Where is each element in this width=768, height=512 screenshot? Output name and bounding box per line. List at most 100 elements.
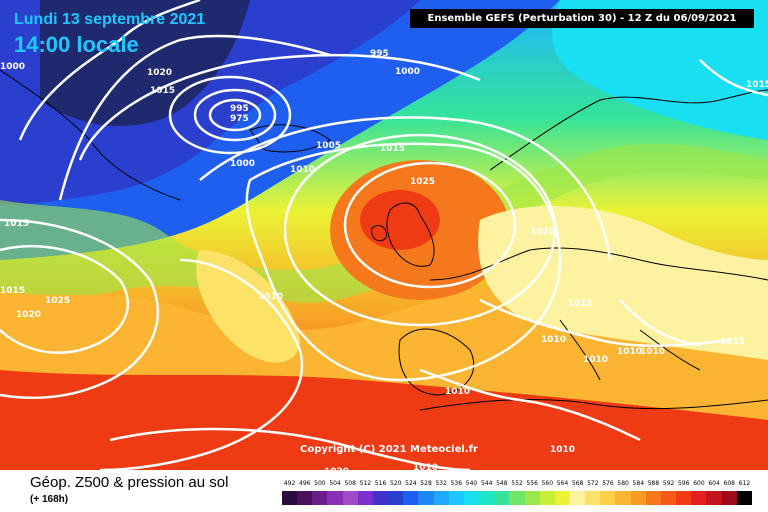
legend-label: 544 bbox=[480, 480, 493, 487]
isobars bbox=[0, 0, 768, 470]
isobar-low-995 bbox=[168, 75, 292, 155]
coast-iberia bbox=[398, 328, 475, 396]
coast-ireland bbox=[371, 225, 387, 242]
legend-label: 520 bbox=[389, 480, 402, 487]
legend-label: 596 bbox=[678, 480, 690, 487]
legend-label: 556 bbox=[526, 480, 538, 487]
legend-label: 576 bbox=[602, 480, 614, 487]
legend-swatch bbox=[509, 491, 525, 505]
color-legend bbox=[282, 491, 752, 505]
isobar-1015-nw bbox=[18, 0, 201, 141]
legend-swatch bbox=[706, 491, 722, 505]
isobar-label: 1010 bbox=[445, 387, 470, 397]
isobar-1000 bbox=[78, 53, 481, 161]
legend-swatch bbox=[357, 491, 373, 505]
isobar-label: 1000 bbox=[395, 67, 420, 77]
legend-swatch bbox=[388, 491, 404, 505]
isobar-label: 1005 bbox=[316, 141, 341, 151]
legend-label: 592 bbox=[662, 480, 675, 487]
isobar-label: 1010 bbox=[550, 445, 575, 455]
field-ridge-max bbox=[360, 190, 440, 250]
isobar-labels: 995 1000 1015 1020 995 975 1000 1005 101… bbox=[0, 49, 768, 470]
legend-swatch bbox=[660, 491, 677, 505]
map-canvas: 995 1000 1015 1020 995 975 1000 1005 101… bbox=[0, 0, 768, 470]
isobar-label: 1010 bbox=[413, 463, 438, 470]
legend-swatch bbox=[569, 491, 586, 505]
legend-label: 572 bbox=[587, 480, 599, 487]
legend-label: 612 bbox=[738, 480, 751, 487]
map-local-time: 14:00 locale bbox=[14, 32, 139, 57]
legend-swatch bbox=[327, 491, 343, 505]
coast-north-africa bbox=[419, 399, 768, 411]
isobar-1015-west bbox=[0, 218, 160, 399]
isobar-1010-atlantic bbox=[99, 258, 304, 470]
copyright: Copyright (C) 2021 Meteociel.fr bbox=[300, 444, 478, 455]
field-band-continent bbox=[478, 206, 768, 360]
legend-label: 512 bbox=[359, 480, 372, 487]
legend-swatch bbox=[463, 491, 480, 505]
legend-swatch bbox=[554, 491, 570, 505]
legend-labels: 492 496 500 504 508 512 516 520 524 528 532 536 540 5… bbox=[282, 480, 752, 490]
field-band-atlantic-tongue bbox=[196, 250, 300, 363]
legend-label: 524 bbox=[405, 480, 417, 487]
isobar-label: 995 bbox=[370, 49, 389, 59]
isobar-label: 1025 bbox=[410, 177, 435, 187]
isobar-label: 1015 bbox=[568, 299, 593, 309]
legend-label: 552 bbox=[511, 480, 523, 487]
field-band-ne bbox=[552, 0, 768, 140]
coastlines bbox=[0, 69, 768, 411]
legend-label: 500 bbox=[314, 480, 326, 487]
isobar-1010-east bbox=[619, 299, 701, 347]
isobar-1020-west bbox=[0, 245, 130, 354]
legend-label: 532 bbox=[435, 480, 447, 487]
legend-label: 568 bbox=[571, 480, 584, 487]
isobar-low-985 bbox=[193, 88, 277, 142]
legend-swatch bbox=[433, 491, 449, 505]
forecast-range: (+ 168h) bbox=[30, 494, 69, 505]
field-band-south bbox=[0, 370, 768, 470]
legend-swatch bbox=[585, 491, 601, 505]
isobar-label: 1015 bbox=[150, 86, 175, 96]
coast-balkans bbox=[639, 329, 701, 371]
legend-label: 600 bbox=[693, 480, 705, 487]
isobar-label: 1010 bbox=[617, 347, 642, 357]
coast-europe-north bbox=[429, 247, 768, 281]
isobar-1015 bbox=[245, 142, 562, 382]
legend-swatch bbox=[736, 491, 752, 505]
legend-swatch bbox=[721, 491, 737, 505]
legend-swatch bbox=[372, 491, 389, 505]
field-title: Géop. Z500 & pression au sol bbox=[30, 474, 229, 491]
coast-iceland bbox=[249, 124, 331, 153]
legend-label: 540 bbox=[465, 480, 478, 487]
legend-label: 580 bbox=[617, 480, 629, 487]
legend-swatch bbox=[524, 491, 540, 505]
legend-swatch bbox=[342, 491, 358, 505]
legend-label: 564 bbox=[556, 480, 569, 487]
isobar-1025 bbox=[343, 161, 517, 289]
legend-swatch bbox=[479, 491, 495, 505]
legend-swatch bbox=[645, 491, 661, 505]
field-band-556 bbox=[0, 143, 768, 303]
isobar-1015-south bbox=[109, 427, 471, 470]
isobar-label: 1015 bbox=[746, 80, 768, 90]
isobar-label: 1010 bbox=[640, 347, 665, 357]
legend-label: 584 bbox=[632, 480, 645, 487]
legend-label: 492 bbox=[283, 480, 296, 487]
isobar-label: 1015 bbox=[0, 286, 25, 296]
legend-swatch bbox=[448, 491, 464, 505]
legend-swatch bbox=[418, 491, 434, 505]
isobar-label: 1010 bbox=[290, 165, 315, 175]
legend-label: 608 bbox=[723, 480, 735, 487]
isobar-1010-south bbox=[419, 368, 641, 442]
isobar-label: 1020 bbox=[147, 68, 172, 78]
legend-swatch bbox=[282, 491, 298, 505]
legend-label: 508 bbox=[344, 480, 356, 487]
isobar-1015-ne bbox=[699, 59, 768, 97]
run-info-banner: Ensemble GEFS (Perturbation 30) - 12 Z d… bbox=[410, 9, 754, 28]
legend-label: 588 bbox=[647, 480, 660, 487]
isobar-label: 1010 bbox=[583, 355, 608, 365]
isobar-label: 1020 bbox=[530, 227, 555, 237]
legend-label: 528 bbox=[420, 480, 432, 487]
isobar-1010-north bbox=[199, 116, 612, 261]
legend-swatch bbox=[630, 491, 646, 505]
